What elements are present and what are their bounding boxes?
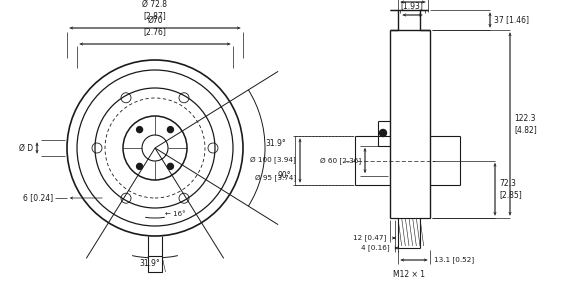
Circle shape [136,163,143,169]
Text: 4 [0.16]: 4 [0.16] [361,245,390,251]
Circle shape [380,130,387,137]
Text: Ø 95 [3.74]: Ø 95 [3.74] [255,175,296,181]
Text: Ø D: Ø D [19,143,33,153]
Text: 72.3
[2.85]: 72.3 [2.85] [499,179,522,199]
Circle shape [167,127,174,133]
Text: 31.9°: 31.9° [265,139,286,147]
Text: Ø 72.8
[2.87]: Ø 72.8 [2.87] [143,0,167,20]
Bar [148,256,162,272]
Text: 6 [0.24]: 6 [0.24] [23,193,53,202]
Circle shape [136,127,143,133]
Text: 31.9°: 31.9° [140,259,160,268]
Text: Ø 60 [2.36]: Ø 60 [2.36] [320,157,361,164]
Text: Ø 100 [3.94]: Ø 100 [3.94] [250,156,296,164]
Text: Ø70
[2.76]: Ø70 [2.76] [143,16,166,36]
Text: 37 [1.46]: 37 [1.46] [494,16,529,24]
Text: ← 16°: ← 16° [165,211,186,217]
Text: 13.1 [0.52]: 13.1 [0.52] [434,257,474,263]
Text: 12 [0.47]: 12 [0.47] [353,235,386,241]
Text: 122.3
[4.82]: 122.3 [4.82] [514,114,537,134]
Text: M12 × 1: M12 × 1 [393,270,425,279]
Circle shape [167,163,174,169]
Text: 49
[1.93]: 49 [1.93] [401,0,424,10]
Text: 90°: 90° [277,172,291,181]
